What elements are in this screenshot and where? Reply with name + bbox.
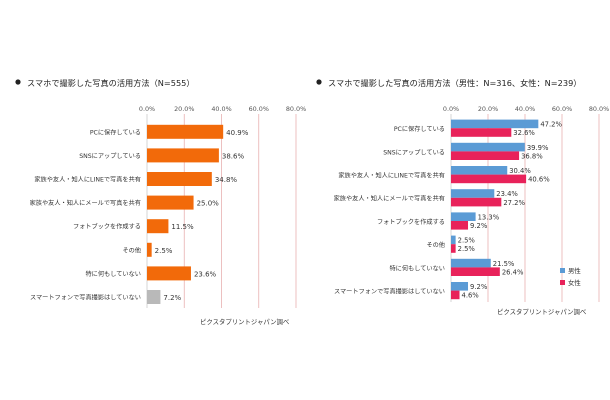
chart2-category-label: 家族や友人・知人にLINEで写真を共有 <box>338 172 445 180</box>
chart2-legend-swatch <box>560 280 565 285</box>
chart1-tick-label: 40.0% <box>211 105 231 113</box>
chart1-category-label: その他 <box>122 246 141 254</box>
chart2-tick-label: 80.0% <box>589 105 609 113</box>
chart1-category-label: 家族や友人・知人にLINEで写真を共有 <box>34 176 141 184</box>
chart2-data-label: 39.9% <box>527 144 549 152</box>
chart2-bar-female <box>451 128 512 137</box>
chart2-source-note: ピクスタプリントジャパン調べ <box>497 307 587 316</box>
chart1-bar <box>147 290 161 304</box>
chart1-bar <box>147 219 169 234</box>
chart2-bar-female <box>451 267 500 276</box>
chart1-bar <box>147 242 152 257</box>
chart1-source-note: ピクスタプリントジャパン調べ <box>200 317 290 326</box>
chart1-bar <box>147 124 224 139</box>
chart1-category-label: PCに保存している <box>90 128 141 136</box>
chart1-tick-label: 0.0% <box>139 105 155 113</box>
chart2-bar-male <box>451 119 539 129</box>
chart2-data-label: 9.2% <box>470 283 488 291</box>
chart2-bar-male <box>451 212 476 221</box>
chart2-category-label: SNSにアップしている <box>383 149 445 156</box>
chart2-tick-label: 0.0% <box>443 105 459 113</box>
chart1-bar <box>147 266 191 281</box>
chart2-bar-male <box>451 189 495 198</box>
chart2-legend-label: 男性 <box>568 266 581 275</box>
chart1-data-label: 25.0% <box>197 200 220 208</box>
chart1-category-label: 特に何もしていない <box>85 270 141 278</box>
chart2-data-label: 13.3% <box>478 213 500 221</box>
chart1-category-label: スマートフォンで写真撮影はしていない <box>30 294 141 302</box>
chart2-category-label: スマートフォンで写真撮影はしていない <box>334 288 445 296</box>
chart2-bar-female <box>451 151 520 160</box>
chart2-bar-male <box>451 142 525 152</box>
chart2-tick-label: 20.0% <box>478 105 498 113</box>
chart1-tick-label: 80.0% <box>286 105 306 113</box>
chart2-data-label: 2.5% <box>458 237 476 245</box>
chart1-data-label: 23.6% <box>194 270 217 278</box>
chart2-title-bullet <box>316 79 322 85</box>
chart1-data-label: 34.8% <box>215 176 238 184</box>
chart2-bar-female <box>451 174 527 184</box>
chart2-data-label: 27.2% <box>503 199 525 207</box>
chart2-data-label: 36.8% <box>521 152 543 160</box>
chart1-bar <box>147 148 219 163</box>
chart2-data-label: 30.4% <box>509 167 531 175</box>
chart2-bar-female <box>451 221 469 230</box>
chart2-data-label: 21.5% <box>493 260 515 268</box>
chart1-data-label: 2.5% <box>155 247 173 255</box>
chart1-category-label: フォトブックを作成する <box>73 223 141 231</box>
chart2-bar-female <box>451 197 502 207</box>
chart2-data-label: 40.6% <box>528 176 550 184</box>
chart1-tick-label: 60.0% <box>249 105 269 113</box>
chart1-data-label: 7.2% <box>163 294 181 302</box>
chart2-data-label: 47.2% <box>540 121 562 129</box>
chart2-bar-male <box>451 282 469 291</box>
chart1-category-label: SNSにアップしている <box>79 153 141 160</box>
chart2-category-label: その他 <box>426 241 445 249</box>
chart2-category-label: フォトブックを作成する <box>377 218 445 226</box>
chart2-tick-label: 60.0% <box>552 105 572 113</box>
chart1-title: スマホで撮影した写真の活用方法（N=555） <box>27 78 195 88</box>
chart1-bar <box>147 172 212 186</box>
chart2-bar-male <box>451 258 491 268</box>
chart2-data-label: 9.2% <box>470 222 488 230</box>
chart2-data-label: 23.4% <box>496 190 518 198</box>
chart1-data-label: 38.6% <box>222 152 245 160</box>
chart2-title: スマホで撮影した写真の活用方法（男性：N=316、女性：N=239） <box>328 78 581 88</box>
chart2-bar-male <box>451 235 456 245</box>
chart1-data-label: 11.5% <box>171 223 194 231</box>
chart1-tick-label: 20.0% <box>174 105 194 113</box>
chart2-category-label: 特に何もしていない <box>389 264 445 272</box>
chart2-legend-swatch <box>560 268 565 273</box>
chart1-title-bullet <box>15 79 21 85</box>
chart2-bar-male <box>451 166 508 175</box>
chart1-data-label: 40.9% <box>226 129 249 137</box>
chart2-category-label: 家族や友人・知人にメールで写真を共有 <box>334 195 445 203</box>
chart2-data-label: 26.4% <box>502 268 524 276</box>
chart2-legend-label: 女性 <box>568 278 581 287</box>
chart2-tick-label: 40.0% <box>515 105 535 113</box>
chart2-category-label: PCに保存している <box>394 125 445 133</box>
chart2-bar-female <box>451 290 460 300</box>
chart2-data-label: 4.6% <box>462 292 480 300</box>
chart1-bar <box>147 195 194 210</box>
chart2-data-label: 32.6% <box>513 129 535 137</box>
chart1-category-label: 家族や友人・知人にメールで写真を共有 <box>30 199 141 207</box>
chart2-data-label: 2.5% <box>458 245 476 253</box>
chart2-bar-female <box>451 244 456 253</box>
